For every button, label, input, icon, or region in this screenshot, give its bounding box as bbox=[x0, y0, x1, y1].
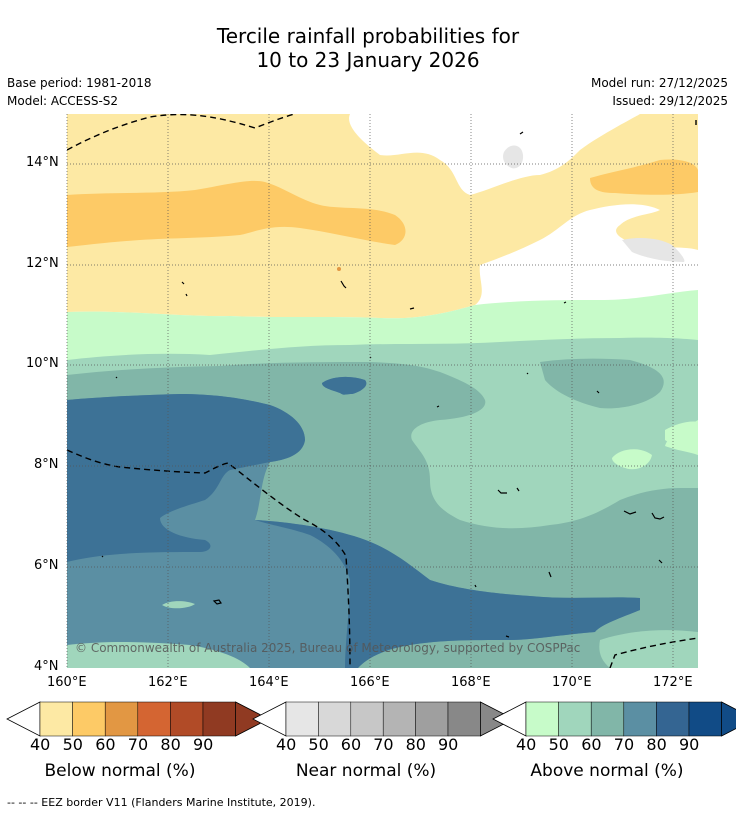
below-normal-tick-label: 60 bbox=[95, 735, 116, 754]
near-normal-tick-label: 80 bbox=[405, 735, 426, 754]
above-normal-tick-label: 60 bbox=[581, 735, 602, 754]
colorbars bbox=[6, 701, 736, 737]
near-normal-40-zone bbox=[503, 145, 524, 169]
below-normal-swatch bbox=[170, 701, 204, 737]
below-normal-swatch bbox=[104, 701, 139, 737]
graticule bbox=[67, 114, 698, 668]
above-normal-swatch bbox=[525, 701, 559, 737]
lat-label: 8°N bbox=[34, 457, 59, 472]
above-normal-tick-label: 80 bbox=[646, 735, 667, 754]
above-normal-swatch bbox=[590, 701, 625, 737]
below-normal-tick-label: 90 bbox=[193, 735, 214, 754]
lon-label: 166°E bbox=[350, 675, 390, 690]
near-normal-swatch bbox=[350, 701, 384, 737]
map-title-line1: Tercile rainfall probabilities for bbox=[216, 24, 520, 48]
base-period-text: Base period: 1981-2018 bbox=[7, 76, 152, 90]
above-normal-tick-label: 50 bbox=[548, 735, 569, 754]
below-normal-swatch bbox=[39, 701, 73, 737]
below-normal-extend-high bbox=[235, 701, 270, 737]
above-normal-tick-label: 90 bbox=[679, 735, 700, 754]
lon-label: 164°E bbox=[249, 675, 289, 690]
above-normal-80-zone-b bbox=[255, 520, 640, 668]
near-normal-swatch bbox=[382, 701, 416, 737]
near-normal-tick-label: 90 bbox=[438, 735, 459, 754]
near-normal-swatch bbox=[318, 701, 352, 737]
eez-border-lines bbox=[67, 114, 698, 668]
lat-label: 12°N bbox=[26, 256, 59, 271]
lon-label: 170°E bbox=[552, 675, 592, 690]
near-normal-tick-label: 60 bbox=[340, 735, 362, 754]
below-normal-50-zone-east bbox=[590, 159, 698, 195]
model-text: Model: ACCESS-S2 bbox=[7, 94, 119, 108]
lon-label: 162°E bbox=[148, 675, 188, 690]
island-outlines bbox=[101, 131, 665, 638]
above-normal-extend-high bbox=[721, 701, 736, 737]
below-normal-tick-label: 80 bbox=[160, 735, 181, 754]
issued-text: Issued: 29/12/2025 bbox=[612, 94, 728, 108]
below-normal-tick-label: 40 bbox=[30, 735, 51, 754]
below-normal-tick-label: 70 bbox=[127, 735, 149, 754]
near-normal-tick-label: 70 bbox=[373, 735, 394, 754]
near-normal-swatch bbox=[285, 701, 319, 737]
above-normal-extend-low bbox=[492, 701, 527, 737]
near-normal-extend-low bbox=[252, 701, 287, 737]
lat-label: 10°N bbox=[26, 356, 59, 371]
lon-label: 160°E bbox=[47, 675, 87, 690]
copyright-text: © Commonwealth of Australia 2025, Bureau… bbox=[75, 641, 581, 655]
above-normal-80-zone-patch bbox=[322, 376, 367, 395]
below-normal-extend-low bbox=[6, 701, 41, 737]
lat-label: 6°N bbox=[34, 558, 59, 573]
near-normal-caption: Near normal (%) bbox=[295, 761, 437, 781]
lon-label: 168°E bbox=[451, 675, 491, 690]
below-normal-caption: Below normal (%) bbox=[44, 761, 196, 781]
above-normal-swatch bbox=[656, 701, 690, 737]
above-normal-tick-label: 40 bbox=[516, 735, 537, 754]
above-normal-swatch bbox=[623, 701, 657, 737]
lat-label: 4°N bbox=[34, 659, 59, 674]
model-run-text: Model run: 27/12/2025 bbox=[590, 76, 728, 90]
above-normal-tick-label: 70 bbox=[613, 735, 635, 754]
above-normal-swatch bbox=[558, 701, 592, 737]
eez-footnote: -- -- -- EEZ border V11 (Flanders Marine… bbox=[7, 796, 316, 809]
above-normal-60-zone-east bbox=[540, 358, 664, 409]
above-normal-caption: Above normal (%) bbox=[530, 761, 684, 781]
below-normal-swatch bbox=[137, 701, 171, 737]
below-normal-tick-label: 50 bbox=[62, 735, 83, 754]
near-normal-40-zone-east bbox=[622, 237, 685, 262]
lon-label: 172°E bbox=[653, 675, 693, 690]
above-normal-80-zone bbox=[67, 394, 305, 562]
near-normal-swatch bbox=[415, 701, 449, 737]
lat-label: 14°N bbox=[26, 155, 59, 170]
below-normal-50-zone bbox=[67, 180, 406, 247]
near-normal-tick-label: 50 bbox=[308, 735, 329, 754]
below-normal-swatch bbox=[72, 701, 106, 737]
map-title-line2: 10 to 23 January 2026 bbox=[256, 48, 480, 72]
near-normal-tick-label: 40 bbox=[276, 735, 297, 754]
